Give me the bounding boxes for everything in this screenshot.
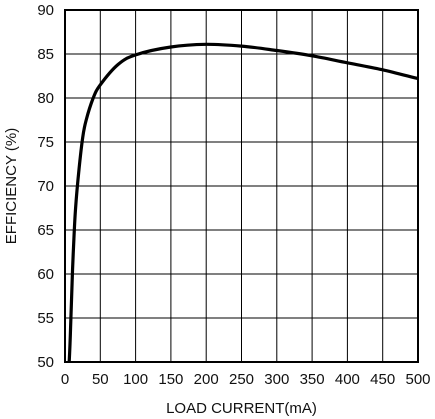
y-tick-label: 65	[37, 222, 54, 239]
y-tick-label: 50	[37, 354, 54, 371]
x-tick-labels: 0 50 100 150 200 250 300 350 400 450 500	[61, 371, 431, 388]
y-tick-label: 75	[37, 134, 54, 151]
x-tick-label: 100	[123, 371, 148, 388]
y-tick-label: 60	[37, 266, 54, 283]
x-tick-label: 400	[335, 371, 360, 388]
efficiency-series-line	[67, 42, 419, 363]
y-tick-label: 85	[37, 46, 54, 63]
x-tick-label: 150	[158, 371, 183, 388]
x-tick-label: 300	[264, 371, 289, 388]
x-tick-label: 50	[92, 371, 109, 388]
y-tick-labels: 50 55 60 65 70 75 80 85 90	[37, 2, 54, 371]
x-tick-label: 350	[300, 371, 325, 388]
x-tick-label: 450	[370, 371, 395, 388]
x-tick-label: 500	[405, 371, 430, 388]
series-layer	[67, 42, 419, 363]
y-tick-label: 90	[37, 2, 54, 19]
y-tick-label: 80	[37, 90, 54, 107]
plot-frame	[64, 9, 419, 363]
x-tick-label: 200	[194, 371, 219, 388]
x-axis-title: LOAD CURRENT(mA)	[166, 400, 317, 417]
x-tick-label: 250	[229, 371, 254, 388]
y-tick-label: 55	[37, 310, 54, 327]
x-tick-label: 0	[61, 371, 69, 388]
y-axis-title: EFFICIENCY (%)	[3, 128, 20, 244]
y-tick-label: 70	[37, 178, 54, 195]
